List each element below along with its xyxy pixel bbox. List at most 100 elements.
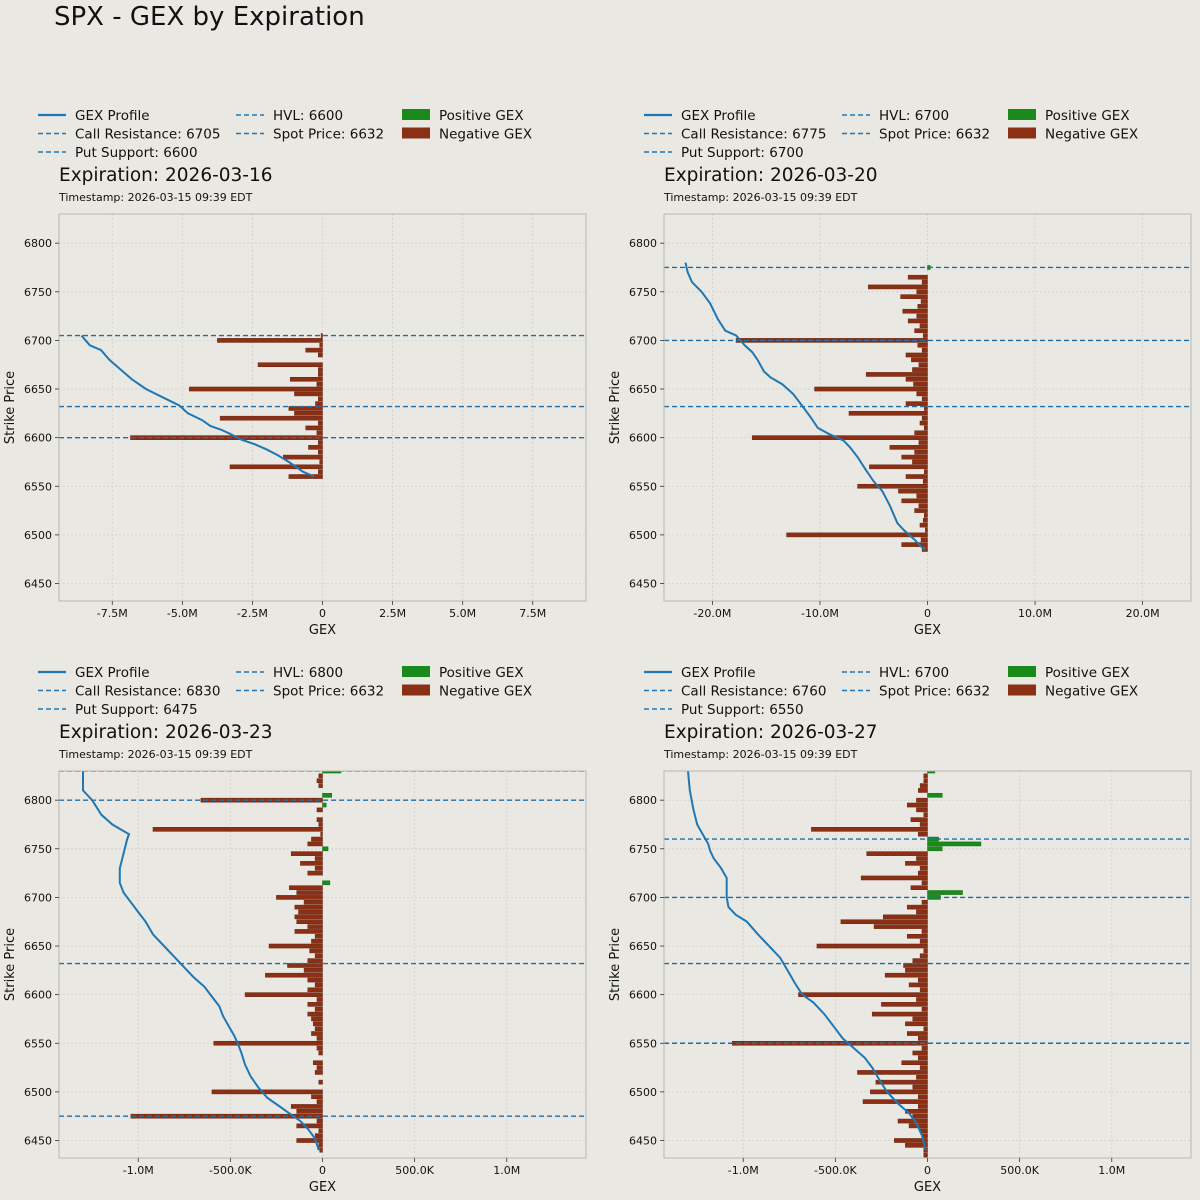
legend-box-swatch xyxy=(402,684,430,696)
negative-gex-bar xyxy=(905,474,928,479)
legend-call-resistance: Call Resistance: 6830 xyxy=(75,684,220,700)
negative-gex-bar xyxy=(884,972,928,978)
negative-gex-bar xyxy=(913,381,928,387)
negative-gex-bar xyxy=(290,377,323,382)
y-tick-label: 6750 xyxy=(629,286,657,299)
chart-timestamp: Timestamp: 2026-03-15 09:39 EDT xyxy=(58,191,253,204)
negative-gex-bar xyxy=(318,440,323,445)
negative-gex-bar xyxy=(916,807,928,813)
y-tick-label: 6500 xyxy=(629,529,657,542)
y-axis-label: Strike Price xyxy=(3,371,18,444)
negative-gex-bar xyxy=(921,880,928,886)
negative-gex-bar xyxy=(318,783,323,788)
y-tick-label: 6450 xyxy=(629,577,657,590)
plot-content xyxy=(59,771,586,1153)
negative-gex-bar xyxy=(265,972,323,978)
negative-gex-bar xyxy=(318,1079,323,1085)
negative-gex-bar xyxy=(918,1094,928,1100)
legend-call-resistance: Call Resistance: 6705 xyxy=(75,127,220,143)
legend-gex-profile: GEX Profile xyxy=(75,108,150,124)
legend-spot-price: Spot Price: 6632 xyxy=(879,127,990,143)
negative-gex-bar xyxy=(912,958,928,963)
negative-gex-bar xyxy=(912,1016,928,1022)
negative-gex-bar xyxy=(919,323,928,329)
negative-gex-bar xyxy=(257,362,323,368)
y-tick-label: 6600 xyxy=(629,989,657,1002)
negative-gex-bar xyxy=(881,1002,928,1007)
negative-gex-bar xyxy=(316,1118,323,1124)
negative-gex-bar xyxy=(219,415,323,421)
negative-gex-bar xyxy=(925,527,928,533)
negative-gex-bar xyxy=(920,537,928,543)
legend-box-swatch xyxy=(1008,684,1036,696)
x-tick-label: 0 xyxy=(924,607,931,620)
negative-gex-bar xyxy=(921,929,928,934)
negative-gex-bar xyxy=(288,406,323,411)
negative-gex-bar xyxy=(918,1036,928,1041)
gex-profile-line xyxy=(684,262,926,551)
negative-gex-bar xyxy=(307,1002,323,1007)
negative-gex-bar xyxy=(923,1026,928,1031)
negative-gex-bar xyxy=(908,982,928,988)
negative-gex-bar xyxy=(268,943,323,949)
y-tick-label: 6800 xyxy=(24,237,52,250)
x-tick-label: -10.0M xyxy=(801,607,839,620)
y-tick-label: 6600 xyxy=(629,432,657,445)
legend-gex-profile: GEX Profile xyxy=(75,665,150,681)
positive-gex-bar xyxy=(927,841,982,847)
negative-gex-bar xyxy=(311,938,323,944)
negative-gex-bar xyxy=(902,308,928,314)
negative-gex-bar xyxy=(916,856,928,861)
legend: GEX Profile Call Resistance: 6830 Put Supp… xyxy=(38,665,532,718)
negative-gex-bar xyxy=(798,992,928,997)
negative-gex-bar xyxy=(320,831,323,837)
y-axis-label: Strike Price xyxy=(608,371,623,444)
x-tick-label: 1.0M xyxy=(493,1164,520,1177)
negative-gex-bar xyxy=(217,338,323,343)
y-tick-label: 6750 xyxy=(629,843,657,856)
legend-positive-gex: Positive GEX xyxy=(439,665,524,681)
x-tick-label: 2.5M xyxy=(379,607,406,620)
negative-gex-bar xyxy=(918,831,928,837)
y-tick-label: 6500 xyxy=(24,529,52,542)
y-tick-label: 6750 xyxy=(24,286,52,299)
negative-gex-bar xyxy=(918,977,928,983)
negative-gex-bar xyxy=(294,914,323,920)
negative-gex-bar xyxy=(290,1104,323,1109)
y-tick-label: 6650 xyxy=(24,940,52,953)
positive-gex-bar xyxy=(322,793,332,798)
negative-gex-bar xyxy=(303,899,323,905)
negative-gex-bar xyxy=(920,299,928,304)
negative-gex-bar xyxy=(311,1094,323,1100)
negative-gex-bar xyxy=(871,1011,928,1017)
negative-gex-bar xyxy=(309,948,323,954)
negative-gex-bar xyxy=(916,997,928,1002)
page-title: SPX - GEX by Expiration xyxy=(54,2,365,32)
negative-gex-bar xyxy=(316,807,323,813)
negative-gex-bar xyxy=(912,1084,928,1090)
negative-gex-bar xyxy=(816,943,928,949)
chart-title: Expiration: 2026-03-23 xyxy=(59,722,273,743)
x-axis-label: GEX xyxy=(914,1180,941,1195)
legend-call-resistance: Call Resistance: 6760 xyxy=(681,684,826,700)
legend-hvl: HVL: 6800 xyxy=(273,665,343,681)
negative-gex-bar xyxy=(316,817,323,822)
plot-content xyxy=(59,333,586,479)
negative-gex-bar xyxy=(919,865,928,871)
x-tick-label: 500.0K xyxy=(1000,1164,1039,1177)
negative-gex-bar xyxy=(314,1133,323,1138)
negative-gex-bar xyxy=(288,474,323,479)
negative-gex-bar xyxy=(917,342,928,348)
negative-gex-bar xyxy=(307,870,323,876)
negative-gex-bar xyxy=(921,279,928,285)
negative-gex-bar xyxy=(305,425,323,431)
legend-negative-gex: Negative GEX xyxy=(439,127,532,143)
negative-gex-bar xyxy=(901,1060,928,1066)
negative-gex-bar xyxy=(318,352,323,358)
negative-gex-bar xyxy=(912,367,928,372)
legend-put-support: Put Support: 6475 xyxy=(75,702,198,718)
negative-gex-bar xyxy=(305,347,323,353)
negative-gex-bar xyxy=(883,914,928,920)
negative-gex-bar xyxy=(898,488,928,494)
y-tick-label: 6650 xyxy=(629,940,657,953)
